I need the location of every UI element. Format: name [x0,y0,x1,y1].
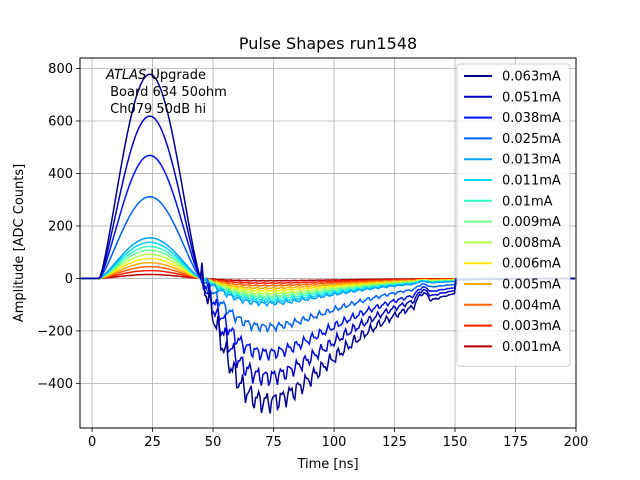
y-tick-label: 600 [48,114,73,129]
legend-label: 0.038mA [502,111,561,126]
legend-box [456,63,571,367]
legend-label: 0.009mA [502,215,561,230]
legend-label: 0.01mA [502,194,553,209]
plot-frame [79,57,577,429]
legend-label: 0.004mA [502,298,561,313]
legend-label: 0.025mA [502,132,561,147]
y-tick-label: 200 [48,219,73,234]
y-tick-label: 0 [65,272,73,287]
x-tick-label: 50 [205,435,222,450]
legend-label: 0.008mA [502,236,561,251]
legend-label: 0.003mA [502,319,561,334]
legend-label: 0.001mA [502,340,561,355]
legend-label: 0.051mA [502,90,561,105]
annotation-block: ATLAS Upgrade Board 634 50ohm Ch079 50dB… [105,68,227,117]
annotation-line-3: Ch079 50dB hi [106,102,206,117]
y-tick-label: 400 [48,167,73,182]
annotation-atlas: ATLAS [105,68,146,83]
legend-label: 0.006mA [502,257,561,272]
y-tick-label: −400 [37,377,73,392]
legend: 0.063mA 0.051mA 0.038mA 0.025mA 0.013mA 0.011… [456,63,571,367]
x-tick-label: 150 [443,435,468,450]
x-tick-label: 100 [322,435,347,450]
y-axis-label: Amplitude [ADC Counts] [12,164,27,322]
x-tick-label: 0 [88,435,96,450]
x-tick-label: 125 [382,435,407,450]
chart-title: Pulse Shapes run1548 [239,34,417,53]
annotation-line-1: ATLAS Upgrade [105,68,206,83]
x-axis-label: Time [ns] [296,457,358,472]
x-tick-label: 75 [265,435,282,450]
annotation-line-2: Board 634 50ohm [106,85,227,100]
annotation-upgrade: Upgrade [146,68,206,83]
x-tick-label: 200 [564,435,589,450]
legend-label: 0.063mA [502,70,561,85]
y-tick-label: 800 [48,62,73,77]
x-tick-label: 175 [503,435,528,450]
legend-label: 0.005mA [502,278,561,293]
y-tick-label: −200 [37,324,73,339]
axis-ticks: 0 25 50 75 100 125 150 175 200 −400 −200 0 200 400 600… [37,62,588,450]
x-tick-label: 25 [144,435,161,450]
legend-label: 0.013mA [502,153,561,168]
legend-label: 0.011mA [502,174,561,189]
